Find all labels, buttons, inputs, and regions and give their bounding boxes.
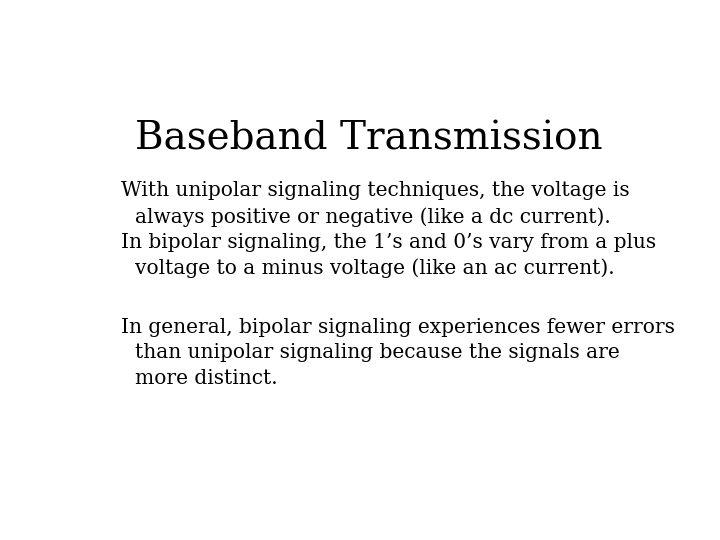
Text: Baseband Transmission: Baseband Transmission <box>135 121 603 158</box>
Text: than unipolar signaling because the signals are: than unipolar signaling because the sign… <box>135 343 619 362</box>
Text: voltage to a minus voltage (like an ac current).: voltage to a minus voltage (like an ac c… <box>135 259 614 278</box>
Text: With unipolar signaling techniques, the voltage is: With unipolar signaling techniques, the … <box>121 181 629 200</box>
Text: more distinct.: more distinct. <box>135 369 277 388</box>
Text: In general, bipolar signaling experiences fewer errors: In general, bipolar signaling experience… <box>121 318 675 336</box>
Text: In bipolar signaling, the 1’s and 0’s vary from a plus: In bipolar signaling, the 1’s and 0’s va… <box>121 233 656 252</box>
Text: always positive or negative (like a dc current).: always positive or negative (like a dc c… <box>135 207 611 227</box>
